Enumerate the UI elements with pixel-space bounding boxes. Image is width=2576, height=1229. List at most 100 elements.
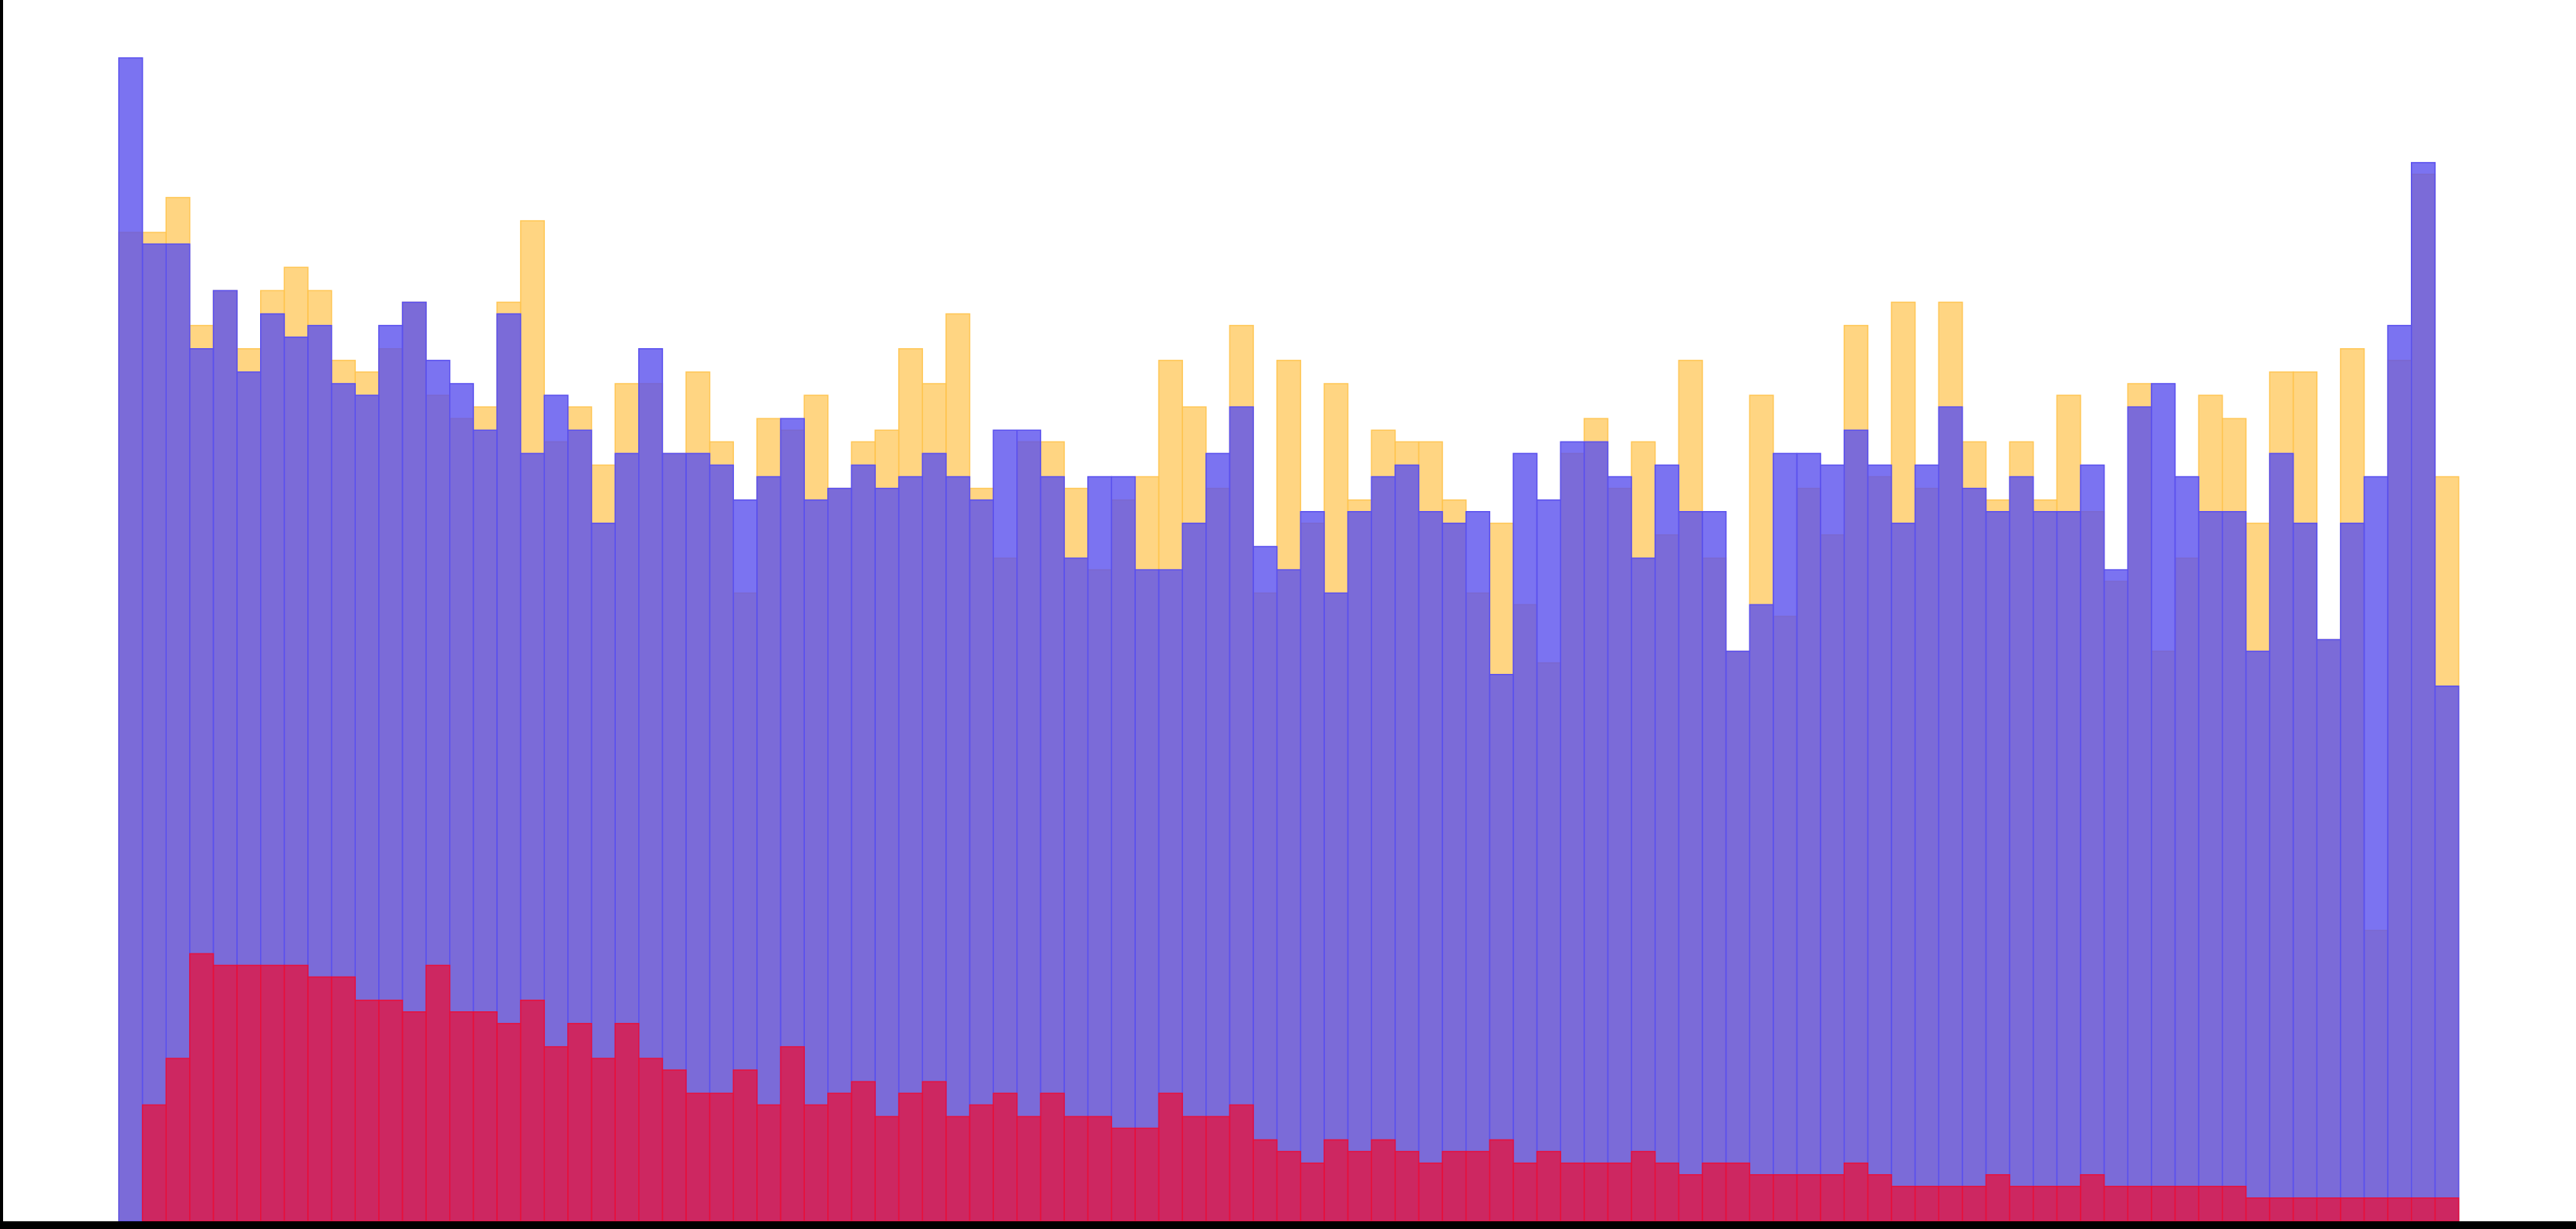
bar-series-2-36 bbox=[969, 1104, 994, 1221]
bar-series-2-37 bbox=[992, 1092, 1018, 1221]
bar-series-2-13 bbox=[425, 964, 451, 1221]
bar-series-2-24 bbox=[685, 1092, 711, 1221]
bar-series-2-75 bbox=[1891, 1186, 1916, 1221]
bar-series-2-28 bbox=[779, 1046, 805, 1221]
bar-series-1-38 bbox=[1016, 429, 1042, 1221]
bar-series-1-45 bbox=[1182, 523, 1207, 1221]
bar-series-2-62 bbox=[1584, 1162, 1609, 1221]
bar-series-2-58 bbox=[1489, 1139, 1514, 1221]
bar-series-1-46 bbox=[1205, 452, 1231, 1221]
bar-series-2-78 bbox=[1962, 1186, 1987, 1221]
bar-series-2-69 bbox=[1749, 1173, 1774, 1221]
bar-series-2-18 bbox=[543, 1046, 569, 1221]
histogram-chart bbox=[118, 57, 2459, 1221]
bar-series-2-83 bbox=[2080, 1173, 2105, 1221]
bar-series-1-78 bbox=[1962, 487, 1987, 1221]
bar-series-1-64 bbox=[1631, 557, 1656, 1221]
bar-series-1-35 bbox=[945, 476, 971, 1221]
bar-series-2-64 bbox=[1631, 1150, 1656, 1221]
bar-series-2-93 bbox=[2316, 1197, 2341, 1221]
bar-series-2-9 bbox=[330, 976, 357, 1221]
bar-series-2-67 bbox=[1702, 1162, 1727, 1221]
bar-series-2-16 bbox=[496, 1023, 522, 1221]
bar-series-2-11 bbox=[378, 999, 404, 1221]
bar-series-2-27 bbox=[756, 1104, 782, 1221]
bar-series-2-25 bbox=[708, 1092, 735, 1221]
bar-series-1-48 bbox=[1253, 546, 1278, 1221]
bar-series-2-73 bbox=[1843, 1162, 1869, 1221]
bar-series-2-53 bbox=[1371, 1139, 1396, 1221]
bar-series-2-74 bbox=[1867, 1173, 1892, 1221]
bar-series-2-81 bbox=[2032, 1186, 2058, 1221]
bar-series-1-57 bbox=[1465, 510, 1491, 1221]
bar-series-2-35 bbox=[945, 1116, 971, 1221]
bar-series-1-49 bbox=[1276, 569, 1302, 1221]
bar-series-1-90 bbox=[2245, 650, 2270, 1221]
bar-series-1-1 bbox=[141, 243, 167, 1221]
bar-series-1-29 bbox=[803, 499, 829, 1221]
bar-series-2-26 bbox=[732, 1069, 758, 1221]
bar-series-1-95 bbox=[2363, 476, 2388, 1221]
bar-series-2-77 bbox=[1938, 1186, 1963, 1221]
bar-series-2-5 bbox=[236, 964, 262, 1221]
bar-series-1-96 bbox=[2387, 324, 2412, 1221]
chart-frame bbox=[3, 0, 2576, 1221]
bar-series-2-2 bbox=[165, 1058, 191, 1221]
bar-series-2-38 bbox=[1016, 1116, 1042, 1221]
bar-series-2-96 bbox=[2387, 1197, 2412, 1221]
bar-series-2-46 bbox=[1205, 1116, 1231, 1221]
bar-series-2-92 bbox=[2292, 1197, 2318, 1221]
bar-series-2-34 bbox=[921, 1081, 947, 1221]
bar-series-2-91 bbox=[2269, 1197, 2294, 1221]
bar-series-1-50 bbox=[1300, 510, 1325, 1221]
bar-series-1-98 bbox=[2434, 686, 2459, 1221]
bar-series-1-88 bbox=[2198, 510, 2223, 1221]
bar-series-1-63 bbox=[1607, 476, 1632, 1221]
bar-series-1-80 bbox=[2009, 476, 2034, 1221]
bar-series-2-7 bbox=[283, 964, 309, 1221]
bar-series-2-51 bbox=[1323, 1139, 1349, 1221]
bar-series-1-42 bbox=[1111, 476, 1136, 1221]
bar-series-1-53 bbox=[1371, 476, 1396, 1221]
bar-series-2-57 bbox=[1465, 1150, 1491, 1221]
bar-series-2-52 bbox=[1347, 1150, 1372, 1221]
bar-series-2-32 bbox=[874, 1116, 900, 1221]
bar-series-2-72 bbox=[1820, 1173, 1845, 1221]
bar-series-2-90 bbox=[2245, 1197, 2270, 1221]
bar-series-1-89 bbox=[2221, 510, 2247, 1221]
bar-series-2-63 bbox=[1607, 1162, 1632, 1221]
bar-series-1-74 bbox=[1867, 464, 1892, 1221]
bar-series-2-50 bbox=[1300, 1162, 1325, 1221]
bar-series-2-39 bbox=[1040, 1092, 1065, 1221]
bar-series-2-87 bbox=[2174, 1186, 2199, 1221]
bar-series-1-55 bbox=[1418, 510, 1443, 1221]
bar-series-2-85 bbox=[2127, 1186, 2152, 1221]
bar-series-1-37 bbox=[992, 429, 1018, 1221]
bar-series-1-66 bbox=[1678, 510, 1703, 1221]
bar-series-2-45 bbox=[1182, 1116, 1207, 1221]
bar-series-2-22 bbox=[638, 1058, 664, 1221]
bar-series-1-70 bbox=[1773, 452, 1798, 1221]
bar-series-1-81 bbox=[2032, 510, 2058, 1221]
bar-series-1-92 bbox=[2292, 523, 2318, 1221]
bar-series-1-40 bbox=[1063, 557, 1089, 1221]
bar-series-1-82 bbox=[2056, 510, 2081, 1221]
bar-series-2-21 bbox=[614, 1023, 640, 1221]
bar-series-1-60 bbox=[1536, 499, 1561, 1221]
bar-series-2-71 bbox=[1796, 1173, 1821, 1221]
bar-series-1-0 bbox=[118, 57, 144, 1221]
bar-series-1-94 bbox=[2340, 523, 2365, 1221]
bar-series-2-8 bbox=[307, 976, 333, 1221]
bar-series-2-30 bbox=[827, 1092, 853, 1221]
bar-series-1-86 bbox=[2151, 383, 2176, 1221]
bar-series-2-12 bbox=[401, 1011, 427, 1221]
bar-series-1-83 bbox=[2080, 464, 2105, 1221]
bar-series-2-14 bbox=[449, 1011, 475, 1221]
bar-series-2-55 bbox=[1418, 1162, 1443, 1221]
bar-series-2-98 bbox=[2434, 1197, 2459, 1221]
bar-series-2-1 bbox=[141, 1104, 167, 1221]
bar-series-1-52 bbox=[1347, 510, 1372, 1221]
bar-series-1-97 bbox=[2411, 161, 2436, 1221]
bar-series-1-67 bbox=[1702, 510, 1727, 1221]
bar-series-1-79 bbox=[1985, 510, 2010, 1221]
